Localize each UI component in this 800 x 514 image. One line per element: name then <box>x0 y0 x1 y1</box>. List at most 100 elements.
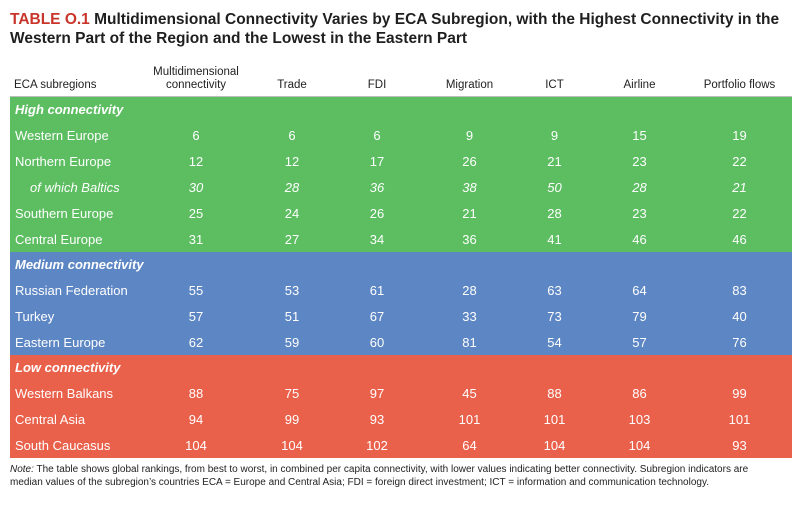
table-cell: 104 <box>140 432 252 458</box>
table-cell: 64 <box>422 432 517 458</box>
table-cell: 61 <box>332 277 422 303</box>
section-header-row: High connectivity <box>10 96 792 122</box>
table-row: Central Asia 94 99 93 101 101 103 101 <box>10 406 792 432</box>
row-label: Western Balkans <box>10 380 140 406</box>
table-cell: 28 <box>252 174 332 200</box>
row-label: South Caucasus <box>10 432 140 458</box>
table-cell: 28 <box>517 200 592 226</box>
table-cell: 21 <box>687 174 792 200</box>
row-label: Central Asia <box>10 406 140 432</box>
table-cell: 12 <box>140 148 252 174</box>
table-cell: 36 <box>422 226 517 252</box>
table-cell: 45 <box>422 380 517 406</box>
row-label: Northern Europe <box>10 148 140 174</box>
table-cell: 54 <box>517 329 592 355</box>
table-cell: 22 <box>687 200 792 226</box>
table-cell: 62 <box>140 329 252 355</box>
table-cell: 99 <box>252 406 332 432</box>
table-cell: 73 <box>517 303 592 329</box>
table-cell: 76 <box>687 329 792 355</box>
table-cell: 88 <box>140 380 252 406</box>
table-cell: 9 <box>517 122 592 148</box>
connectivity-table: ECA subregions Multidimensional connectiv… <box>10 58 792 458</box>
row-label: Russian Federation <box>10 277 140 303</box>
note-text: The table shows global rankings, from be… <box>10 464 749 488</box>
table-row: Northern Europe 12 12 17 26 21 23 22 <box>10 148 792 174</box>
table-cell: 101 <box>517 406 592 432</box>
table-cell: 6 <box>332 122 422 148</box>
table-body: High connectivity Western Europe 6 6 6 9 9 15 19… <box>10 96 792 458</box>
table-title: TABLE O.1 Multidimensional Connectivity … <box>10 10 795 48</box>
column-header: ECA subregions <box>10 58 140 97</box>
table-cell: 21 <box>422 200 517 226</box>
table-cell: 79 <box>592 303 687 329</box>
row-label: Southern Europe <box>10 200 140 226</box>
table-cell: 57 <box>592 329 687 355</box>
table-cell: 15 <box>592 122 687 148</box>
table-cell: 46 <box>592 226 687 252</box>
column-header: Airline <box>592 58 687 97</box>
column-header: FDI <box>332 58 422 97</box>
table-cell: 21 <box>517 148 592 174</box>
table-row: Central Europe 31 27 34 36 41 46 46 <box>10 226 792 252</box>
table-cell: 17 <box>332 148 422 174</box>
row-label: Western Europe <box>10 122 140 148</box>
table-title-text: Multidimensional Connectivity Varies by … <box>10 11 780 47</box>
table-row: Western Balkans 88 75 97 45 88 86 99 <box>10 380 792 406</box>
column-header: Migration <box>422 58 517 97</box>
table-cell: 38 <box>422 174 517 200</box>
table-cell: 36 <box>332 174 422 200</box>
table-cell: 50 <box>517 174 592 200</box>
table-cell: 81 <box>422 329 517 355</box>
table-cell: 59 <box>252 329 332 355</box>
table-cell: 34 <box>332 226 422 252</box>
table-row: Russian Federation 55 53 61 28 63 64 83 <box>10 277 792 303</box>
table-cell: 22 <box>687 148 792 174</box>
table-cell: 12 <box>252 148 332 174</box>
table-cell: 102 <box>332 432 422 458</box>
section-label: High connectivity <box>10 96 792 122</box>
column-header: Multidimensional connectivity <box>140 58 252 97</box>
table-cell: 103 <box>592 406 687 432</box>
table-cell: 40 <box>687 303 792 329</box>
table-cell: 104 <box>517 432 592 458</box>
table-cell: 83 <box>687 277 792 303</box>
table-cell: 30 <box>140 174 252 200</box>
table-cell: 46 <box>687 226 792 252</box>
column-header: Trade <box>252 58 332 97</box>
row-label: Turkey <box>10 303 140 329</box>
table-cell: 101 <box>422 406 517 432</box>
table-cell: 6 <box>140 122 252 148</box>
table-cell: 41 <box>517 226 592 252</box>
table-cell: 51 <box>252 303 332 329</box>
table-cell: 93 <box>687 432 792 458</box>
table-cell: 60 <box>332 329 422 355</box>
table-cell: 97 <box>332 380 422 406</box>
section-header-row: Low connectivity <box>10 355 792 380</box>
table-cell: 104 <box>592 432 687 458</box>
table-note: Note: The table shows global rankings, f… <box>10 464 770 489</box>
table-cell: 25 <box>140 200 252 226</box>
note-label: Note: <box>10 464 34 475</box>
table-cell: 24 <box>252 200 332 226</box>
table-cell: 9 <box>422 122 517 148</box>
table-row: Western Europe 6 6 6 9 9 15 19 <box>10 122 792 148</box>
column-header: Portfolio flows <box>687 58 792 97</box>
table-cell: 28 <box>592 174 687 200</box>
table-cell: 23 <box>592 148 687 174</box>
table-cell: 6 <box>252 122 332 148</box>
header-row: ECA subregions Multidimensional connectiv… <box>10 58 792 97</box>
table-cell: 28 <box>422 277 517 303</box>
table-row: Eastern Europe 62 59 60 81 54 57 76 <box>10 329 792 355</box>
table-cell: 88 <box>517 380 592 406</box>
column-header: ICT <box>517 58 592 97</box>
table-cell: 104 <box>252 432 332 458</box>
table-row: of which Baltics 30 28 36 38 50 28 21 <box>10 174 792 200</box>
row-label: Eastern Europe <box>10 329 140 355</box>
section-header-row: Medium connectivity <box>10 252 792 277</box>
row-label: of which Baltics <box>10 174 140 200</box>
table-cell: 94 <box>140 406 252 432</box>
table-cell: 33 <box>422 303 517 329</box>
table-cell: 53 <box>252 277 332 303</box>
